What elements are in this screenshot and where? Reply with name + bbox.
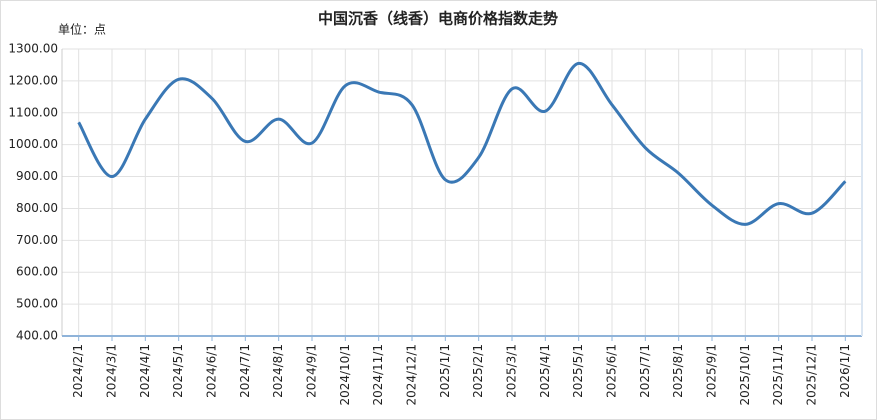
x-tick-label: 2025/4/1	[538, 344, 552, 398]
x-tick-label: 2025/3/1	[505, 344, 519, 398]
y-tick-label: 400.00	[16, 329, 58, 343]
y-tick-label: 1100.00	[8, 105, 58, 119]
x-tick-label: 2024/5/1	[171, 344, 185, 398]
y-tick-label: 1200.00	[8, 73, 58, 87]
y-tick-label: 600.00	[16, 265, 58, 279]
x-tick-label: 2025/2/1	[471, 344, 485, 398]
line	[77, 61, 847, 226]
y-tick-label: 700.00	[16, 233, 58, 247]
x-tick-label: 2026/1/1	[838, 344, 852, 398]
x-tick-label: 2025/6/1	[605, 344, 619, 398]
x-tick-label: 2025/5/1	[571, 344, 585, 398]
x-tick-label: 2025/1/1	[438, 344, 452, 398]
unit-label: 单位：点	[58, 22, 106, 37]
y-tick-label: 500.00	[16, 297, 58, 311]
x-tick-label: 2025/8/1	[671, 344, 685, 398]
x-tick-label: 2024/3/1	[105, 344, 119, 398]
y-tick-label: 1300.00	[8, 42, 58, 56]
x-tick-label: 2024/4/1	[138, 344, 152, 398]
y-tick-label: 900.00	[16, 169, 58, 183]
x-tick-label: 2025/11/1	[771, 344, 785, 406]
x-tick-label: 2024/7/1	[238, 344, 252, 398]
x-tick-label: 2024/2/1	[71, 344, 85, 398]
x-tick-label: 2025/9/1	[705, 344, 719, 398]
x-tick-label: 2024/9/1	[305, 344, 319, 398]
chart-title: 中国沉香（线香）电商价格指数走势	[318, 10, 558, 28]
x-tick-label: 2024/6/1	[205, 344, 219, 398]
x-tick-label: 2025/10/1	[738, 344, 752, 406]
x-tick-label: 2024/12/1	[405, 344, 419, 406]
x-tick-label: 2024/10/1	[338, 344, 352, 406]
x-tick-label: 2024/11/1	[371, 344, 385, 406]
x-tick-label: 2025/12/1	[805, 344, 819, 406]
x-tick-label: 2024/8/1	[271, 344, 285, 398]
x-tick-label: 2025/7/1	[638, 344, 652, 398]
y-tick-label: 1000.00	[8, 137, 58, 151]
y-tick-label: 800.00	[16, 201, 58, 215]
